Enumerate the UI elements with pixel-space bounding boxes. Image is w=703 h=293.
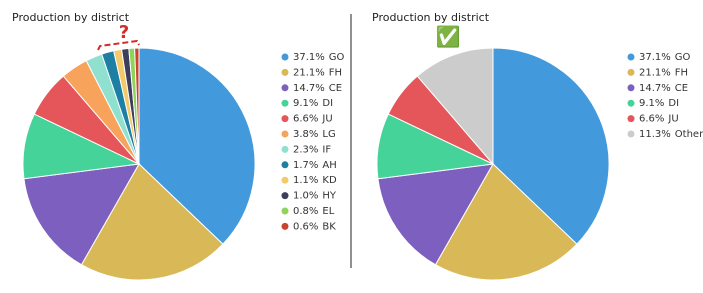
legend-swatch bbox=[627, 84, 635, 92]
legend-label: 0.6% BK bbox=[293, 221, 336, 232]
legend-label: 37.1% GO bbox=[293, 52, 345, 63]
legend-swatch bbox=[281, 84, 289, 92]
legend-label: 9.1% DI bbox=[639, 98, 679, 109]
bracket bbox=[97, 39, 140, 51]
legend-label: 21.1% FH bbox=[293, 67, 342, 78]
pie-slice bbox=[134, 47, 140, 165]
legend-value: 11.3% bbox=[639, 129, 671, 140]
legend-swatch bbox=[281, 192, 289, 200]
pie-slice bbox=[492, 47, 610, 245]
annotation: ✅ bbox=[436, 25, 461, 49]
pie-slice bbox=[23, 163, 140, 266]
legend-swatch bbox=[281, 53, 289, 61]
legend-value: 9.1% bbox=[639, 98, 664, 109]
legend-swatch bbox=[281, 161, 289, 169]
legend-category: FH bbox=[329, 67, 342, 78]
legend-value: 6.6% bbox=[293, 114, 318, 125]
legend-category: JU bbox=[667, 114, 678, 125]
pie-slice bbox=[377, 163, 494, 266]
legend-label: 9.1% DI bbox=[293, 98, 333, 109]
legend-swatch bbox=[281, 145, 289, 153]
legend-category: KD bbox=[322, 175, 337, 186]
legend-value: 21.1% bbox=[293, 67, 325, 78]
legend-category: CE bbox=[675, 83, 688, 94]
legend-value: 1.0% bbox=[293, 191, 318, 202]
legend-value: 2.3% bbox=[293, 144, 318, 155]
legend-label: 14.7% CE bbox=[293, 83, 342, 94]
legend-category: HY bbox=[322, 191, 337, 202]
legend-label: 37.1% GO bbox=[639, 52, 691, 63]
legend-value: 1.7% bbox=[293, 160, 318, 171]
legend-category: DI bbox=[322, 98, 333, 109]
legend-swatch bbox=[281, 115, 289, 123]
legend-category: IF bbox=[322, 144, 331, 155]
legend-swatch bbox=[281, 222, 289, 230]
legend-category: GO bbox=[329, 52, 345, 63]
legend-category: JU bbox=[321, 114, 332, 125]
legend-swatch bbox=[627, 99, 635, 107]
pie-slice bbox=[138, 47, 256, 245]
legend-swatch bbox=[627, 53, 635, 61]
legend-value: 1.1% bbox=[293, 175, 318, 186]
legend-category: EL bbox=[322, 206, 334, 217]
legend-swatch bbox=[627, 115, 635, 123]
legend-value: 6.6% bbox=[639, 114, 664, 125]
legend-value: 37.1% bbox=[639, 52, 671, 63]
annotation: ? bbox=[119, 22, 129, 43]
legend-label: 1.1% KD bbox=[293, 175, 337, 186]
chart-title: Production by district bbox=[372, 11, 490, 24]
legend-label: 14.7% CE bbox=[639, 83, 688, 94]
pie-slice bbox=[434, 163, 578, 281]
legend-label: 6.6% JU bbox=[293, 114, 333, 125]
legend-swatch bbox=[281, 99, 289, 107]
legend-swatch bbox=[627, 130, 635, 138]
legend-swatch bbox=[627, 68, 635, 76]
legend-swatch bbox=[281, 207, 289, 215]
legend-value: 37.1% bbox=[293, 52, 325, 63]
legend-category: BK bbox=[322, 221, 336, 232]
legend-swatch bbox=[281, 68, 289, 76]
legend-swatch bbox=[281, 176, 289, 184]
legend-label: 2.3% IF bbox=[293, 144, 331, 155]
legend-swatch bbox=[281, 130, 289, 138]
legend-category: AH bbox=[322, 160, 336, 171]
legend-label: 6.6% JU bbox=[639, 114, 679, 125]
pie-slice bbox=[416, 47, 494, 166]
chart-title: Production by district bbox=[12, 11, 130, 24]
legend-category: CE bbox=[329, 83, 342, 94]
legend-label: 11.3% Other bbox=[639, 129, 703, 140]
legend-category: DI bbox=[668, 98, 679, 109]
legend-category: FH bbox=[675, 67, 688, 78]
legend-label: 0.8% EL bbox=[293, 206, 335, 217]
pie-slice bbox=[80, 163, 224, 281]
legend-value: 14.7% bbox=[639, 83, 671, 94]
legend-value: 0.8% bbox=[293, 206, 318, 217]
legend-label: 1.7% AH bbox=[293, 160, 337, 171]
legend-label: 1.0% HY bbox=[293, 191, 337, 202]
legend-category: GO bbox=[675, 52, 691, 63]
legend-value: 21.1% bbox=[639, 67, 671, 78]
legend-category: Other bbox=[675, 129, 703, 140]
legend-value: 3.8% bbox=[293, 129, 318, 140]
legend-label: 21.1% FH bbox=[639, 67, 688, 78]
legend-value: 0.6% bbox=[293, 221, 318, 232]
legend-value: 9.1% bbox=[293, 98, 318, 109]
legend-value: 14.7% bbox=[293, 83, 325, 94]
legend-category: LG bbox=[322, 129, 335, 140]
legend-label: 3.8% LG bbox=[293, 129, 336, 140]
